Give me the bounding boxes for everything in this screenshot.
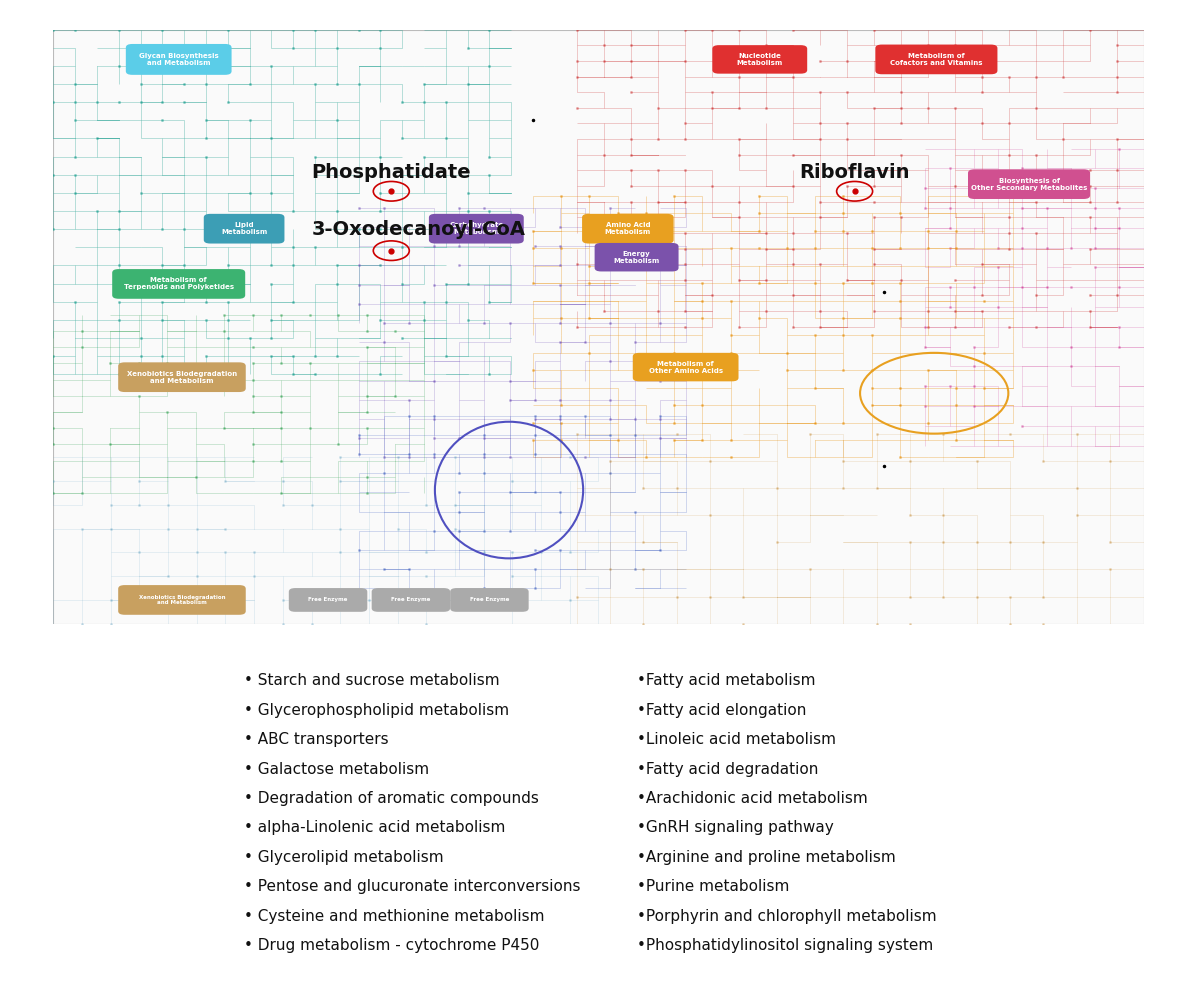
Text: •Arginine and proline metabolism: •Arginine and proline metabolism	[636, 850, 896, 865]
Text: •Fatty acid degradation: •Fatty acid degradation	[636, 761, 818, 776]
Text: Xenobiotics Biodegradation
and Metabolism: Xenobiotics Biodegradation and Metabolis…	[139, 595, 225, 605]
FancyBboxPatch shape	[372, 588, 450, 612]
Text: • Cysteine and methionine metabolism: • Cysteine and methionine metabolism	[244, 909, 545, 924]
Text: • ABC transporters: • ABC transporters	[244, 733, 389, 747]
FancyBboxPatch shape	[126, 44, 231, 75]
Text: Metabolism of
Cofactors and Vitamins: Metabolism of Cofactors and Vitamins	[890, 52, 982, 66]
Text: •Linoleic acid metabolism: •Linoleic acid metabolism	[636, 733, 835, 747]
Text: Free Enzyme: Free Enzyme	[391, 597, 430, 603]
Text: Biosynthesis of
Other Secondary Metabolites: Biosynthesis of Other Secondary Metaboli…	[971, 177, 1088, 191]
Text: • Starch and sucrose metabolism: • Starch and sucrose metabolism	[244, 673, 500, 688]
FancyBboxPatch shape	[289, 588, 367, 612]
Text: Carbohydrate
Metabolism: Carbohydrate Metabolism	[449, 222, 504, 236]
Text: •Arachidonic acid metabolism: •Arachidonic acid metabolism	[636, 791, 867, 806]
Text: Nucleotide
Metabolism: Nucleotide Metabolism	[737, 52, 783, 66]
Text: • Pentose and glucuronate interconversions: • Pentose and glucuronate interconversio…	[244, 879, 581, 894]
FancyBboxPatch shape	[633, 352, 738, 381]
Text: •Purine metabolism: •Purine metabolism	[636, 879, 789, 894]
Text: Free Enzyme: Free Enzyme	[308, 597, 347, 603]
Text: Energy
Metabolism: Energy Metabolism	[614, 250, 660, 263]
Text: • Galactose metabolism: • Galactose metabolism	[244, 761, 429, 776]
FancyBboxPatch shape	[876, 45, 998, 74]
Text: Free Enzyme: Free Enzyme	[469, 597, 510, 603]
Text: •Fatty acid elongation: •Fatty acid elongation	[636, 703, 806, 718]
FancyBboxPatch shape	[204, 214, 284, 244]
FancyBboxPatch shape	[450, 588, 529, 612]
Text: •Fatty acid metabolism: •Fatty acid metabolism	[636, 673, 815, 688]
Text: • Drug metabolism - cytochrome P450: • Drug metabolism - cytochrome P450	[244, 939, 539, 953]
Text: Lipid
Metabolism: Lipid Metabolism	[220, 222, 268, 236]
FancyBboxPatch shape	[712, 46, 807, 73]
Text: •Phosphatidylinositol signaling system: •Phosphatidylinositol signaling system	[636, 939, 933, 953]
FancyBboxPatch shape	[582, 214, 673, 244]
Text: Riboflavin: Riboflavin	[800, 162, 910, 182]
FancyBboxPatch shape	[113, 269, 245, 299]
FancyBboxPatch shape	[429, 214, 524, 244]
Text: • Glycerophospholipid metabolism: • Glycerophospholipid metabolism	[244, 703, 510, 718]
Text: Metabolism of
Other Amino Acids: Metabolism of Other Amino Acids	[648, 360, 723, 373]
Text: • Degradation of aromatic compounds: • Degradation of aromatic compounds	[244, 791, 539, 806]
Text: •Porphyrin and chlorophyll metabolism: •Porphyrin and chlorophyll metabolism	[636, 909, 936, 924]
Text: 3-Oxodecanoyl-CoA: 3-Oxodecanoyl-CoA	[312, 221, 525, 240]
FancyBboxPatch shape	[118, 362, 245, 392]
FancyBboxPatch shape	[118, 585, 245, 615]
Text: Glycan Biosynthesis
and Metabolism: Glycan Biosynthesis and Metabolism	[139, 52, 218, 66]
Text: Amino Acid
Metabolism: Amino Acid Metabolism	[604, 222, 651, 236]
Text: Xenobiotics Biodegradation
and Metabolism: Xenobiotics Biodegradation and Metabolis…	[127, 370, 237, 384]
FancyBboxPatch shape	[595, 243, 679, 271]
Text: •GnRH signaling pathway: •GnRH signaling pathway	[636, 821, 833, 836]
Text: • alpha-Linolenic acid metabolism: • alpha-Linolenic acid metabolism	[244, 821, 506, 836]
FancyBboxPatch shape	[53, 30, 1144, 624]
Text: Metabolism of
Terpenoids and Polyketides: Metabolism of Terpenoids and Polyketides	[123, 277, 233, 290]
Text: • Glycerolipid metabolism: • Glycerolipid metabolism	[244, 850, 443, 865]
Text: Phosphatidate: Phosphatidate	[312, 162, 472, 182]
FancyBboxPatch shape	[968, 169, 1090, 199]
